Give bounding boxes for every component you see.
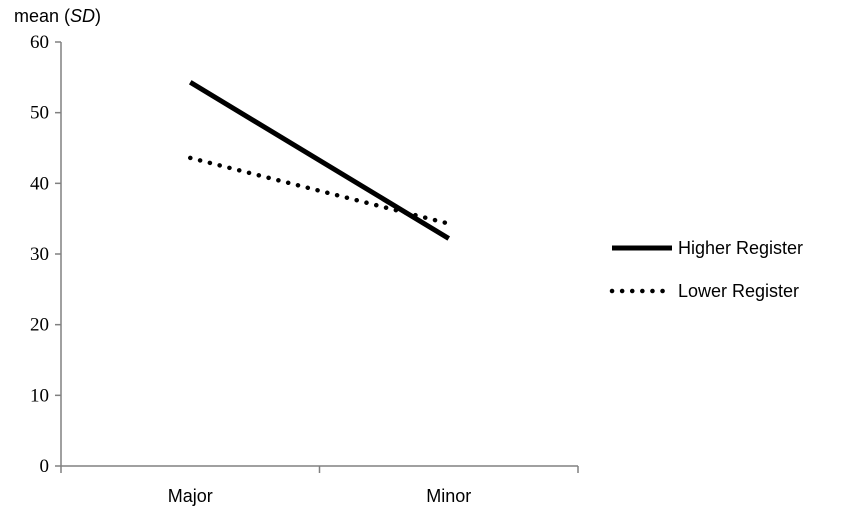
y-tick-label: 60	[30, 32, 49, 53]
y-axis-label-prefix: mean (	[14, 6, 70, 26]
legend-label: Higher Register	[678, 238, 803, 258]
y-tick-label: 30	[30, 244, 49, 265]
y-tick-label: 20	[30, 315, 49, 336]
x-tick-label: Minor	[426, 486, 471, 506]
series-line-higher-register	[188, 80, 451, 241]
y-tick-label: 10	[30, 385, 49, 406]
series-lines	[188, 80, 451, 241]
y-axis-label-italic: SD	[70, 6, 95, 26]
legend-label: Lower Register	[678, 281, 799, 301]
series-line-lower-register	[188, 155, 451, 226]
y-axis-label-suffix: )	[95, 6, 101, 26]
axes	[60, 42, 578, 467]
y-tick-label: 40	[30, 173, 49, 194]
legend: Higher Register Lower Register	[609, 238, 803, 301]
y-axis-label: mean (SD)	[14, 6, 101, 26]
y-tick-label: 0	[40, 456, 50, 477]
y-tick-label: 50	[30, 103, 49, 124]
y-ticks: 0 10 20 30 40 50 60	[30, 32, 61, 477]
x-tick-label: Major	[168, 486, 213, 506]
x-ticks: Major Minor	[60, 466, 579, 506]
